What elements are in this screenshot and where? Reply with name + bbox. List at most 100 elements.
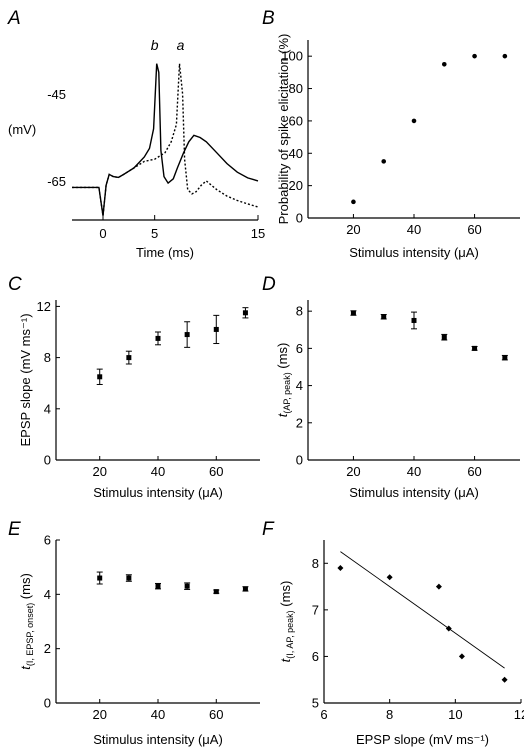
data-point [458,653,465,660]
chart-F-slope-vs-peak: 5678681012EPSP slope (mV ms⁻¹)t(I, AP, p… [278,540,524,747]
trace-b-annotation: b [151,37,159,53]
x-axis-label: Stimulus intensity (μA) [349,485,479,500]
y-tick-label: 2 [296,415,303,430]
chart-C-epsp-slope: 0 4 8 12 20 40 60 Stimulus intensity (μA) EPSP s… [18,299,260,500]
data-point [337,564,344,571]
panel-letter-E: E [8,519,21,540]
y-tick-label: 6 [312,649,319,664]
trace-a-annotation: a [177,37,185,53]
x-tick-label: 20 [346,222,360,237]
y-axis-label: Probability of spike elicitation (%) [276,34,291,225]
panel-letter-F: F [262,519,275,540]
y-axis-label: t(I, AP, peak) (ms) [278,581,295,663]
data-point [472,345,478,351]
data-point [472,53,477,59]
x-tick-label: 40 [407,464,421,479]
data-point [97,575,103,581]
y-axis-label: EPSP slope (mV ms⁻¹) [18,313,33,446]
x-tick-label: 10 [448,707,462,722]
x-tick-label: 8 [386,707,393,722]
y-tick-label: 40 [289,146,303,161]
x-tick-label: 40 [407,222,421,237]
y-tick-label: 8 [44,350,51,365]
x-tick-label: 60 [467,464,481,479]
y-tick-label: 8 [312,556,319,571]
data-point [350,310,356,316]
x-tick-label: 0 [99,226,106,241]
panel-letter-C: C [8,274,22,295]
data-point [213,326,219,332]
y-tick-label: 0 [296,453,303,468]
y-tick-label: 2 [44,641,51,656]
x-tick-label: 12 [514,707,524,722]
y-tick-label: 7 [312,602,319,617]
chart-D-ap-peak-time: 0 2 4 6 8 20 40 60 Stimulus intensity (μA) t(AP, … [275,300,520,500]
x-tick-label: 40 [151,464,165,479]
y-tick-label: 12 [37,299,51,314]
y-axis-label: t(I, EPSP, onset) (ms) [18,573,35,670]
data-point [126,575,132,581]
chart-A-voltage-trace: 0 5 15 Time (ms) -45 -65 (mV) b a [8,37,265,260]
x-tick-label: 60 [209,464,223,479]
data-point [441,334,447,340]
data-point [381,314,387,320]
x-axis-label: EPSP slope (mV ms⁻¹) [356,732,489,747]
x-tick-label: 20 [346,464,360,479]
x-tick-label: 20 [92,464,106,479]
fit-line [340,551,505,669]
data-point [155,583,161,589]
x-axis-label: Time (ms) [136,245,194,260]
data-point [242,586,248,592]
data-point [411,118,417,124]
data-point [445,625,452,632]
x-tick-label: 15 [251,226,265,241]
data-point [351,199,356,205]
y-tick-label: 0 [296,211,303,226]
x-tick-label: 60 [209,707,223,722]
y-axis-label: (mV) [8,122,36,137]
data-point [441,61,447,67]
data-point [184,583,190,589]
y-axis-label: t(AP, peak) (ms) [275,343,292,418]
y-tick-label: -45 [47,87,66,102]
y-tick-label: 60 [289,113,303,128]
x-axis-label: Stimulus intensity (μA) [349,245,479,260]
y-tick-label: -65 [47,174,66,189]
x-tick-label: 6 [320,707,327,722]
y-tick-label: 4 [296,378,303,393]
data-point [501,676,508,683]
chart-B-spike-probability: 0 20 40 60 80 100 20 40 60 Stimulus intensity (μA… [276,34,520,260]
data-point [435,583,442,590]
data-point [502,355,508,361]
chart-E-epsp-onset-time: 0 2 4 6 20 40 60 Stimulus intensity (μA) t(I, EP… [18,533,260,747]
data-point [242,310,248,316]
y-tick-label: 4 [44,401,51,416]
data-point [502,53,508,59]
y-tick-label: 8 [296,304,303,319]
y-tick-label: 100 [281,49,303,64]
y-tick-label: 20 [289,178,303,193]
y-tick-label: 6 [44,533,51,548]
x-tick-label: 20 [92,707,106,722]
data-point [381,159,387,164]
y-tick-label: 80 [289,81,303,96]
x-tick-label: 40 [151,707,165,722]
x-tick-label: 5 [151,226,158,241]
x-axis-label: Stimulus intensity (μA) [93,485,223,500]
y-tick-label: 4 [44,587,51,602]
y-tick-label: 0 [44,696,51,711]
y-tick-label: 0 [44,453,51,468]
data-point [155,335,161,341]
data-point [213,589,219,595]
panel-letter-B: B [262,8,275,29]
y-tick-label: 5 [312,696,319,711]
panel-letter-D: D [262,274,276,295]
panel-letter-A: A [7,8,21,29]
x-tick-label: 60 [467,222,481,237]
data-point [184,332,190,338]
y-tick-label: 6 [296,341,303,356]
x-axis-label: Stimulus intensity (μA) [93,732,223,747]
trace-a-line [72,63,259,216]
data-point [411,317,417,323]
